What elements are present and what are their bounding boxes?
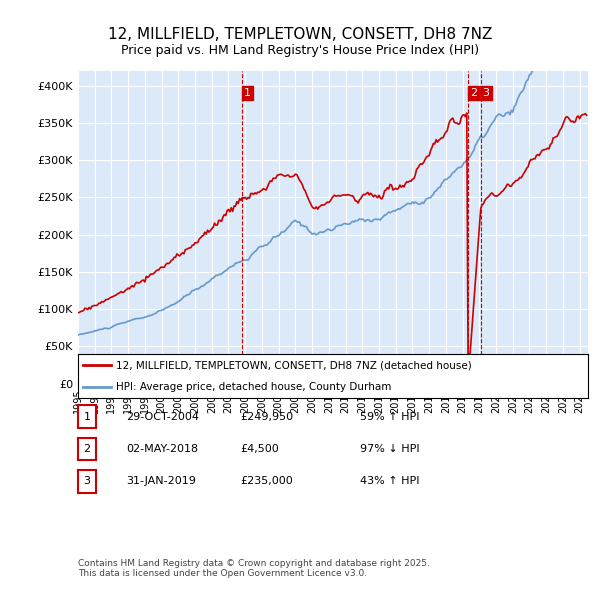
Text: Contains HM Land Registry data © Crown copyright and database right 2025.
This d: Contains HM Land Registry data © Crown c… <box>78 559 430 578</box>
Text: £235,000: £235,000 <box>240 477 293 486</box>
Text: £4,500: £4,500 <box>240 444 279 454</box>
Text: 2: 2 <box>470 88 477 98</box>
Text: 97% ↓ HPI: 97% ↓ HPI <box>360 444 419 454</box>
Text: £249,950: £249,950 <box>240 412 293 421</box>
Text: 1: 1 <box>83 412 91 421</box>
Text: 02-MAY-2018: 02-MAY-2018 <box>126 444 198 454</box>
Text: 1: 1 <box>244 88 251 98</box>
Text: 31-JAN-2019: 31-JAN-2019 <box>126 477 196 486</box>
Text: 43% ↑ HPI: 43% ↑ HPI <box>360 477 419 486</box>
Text: Price paid vs. HM Land Registry's House Price Index (HPI): Price paid vs. HM Land Registry's House … <box>121 44 479 57</box>
Text: 3: 3 <box>482 88 490 98</box>
Text: HPI: Average price, detached house, County Durham: HPI: Average price, detached house, Coun… <box>116 382 392 392</box>
Text: 3: 3 <box>83 477 91 486</box>
Text: 59% ↑ HPI: 59% ↑ HPI <box>360 412 419 421</box>
Text: 12, MILLFIELD, TEMPLETOWN, CONSETT, DH8 7NZ (detached house): 12, MILLFIELD, TEMPLETOWN, CONSETT, DH8 … <box>116 360 472 370</box>
Text: 12, MILLFIELD, TEMPLETOWN, CONSETT, DH8 7NZ: 12, MILLFIELD, TEMPLETOWN, CONSETT, DH8 … <box>108 27 492 41</box>
Text: 2: 2 <box>83 444 91 454</box>
Text: 29-OCT-2004: 29-OCT-2004 <box>126 412 199 421</box>
